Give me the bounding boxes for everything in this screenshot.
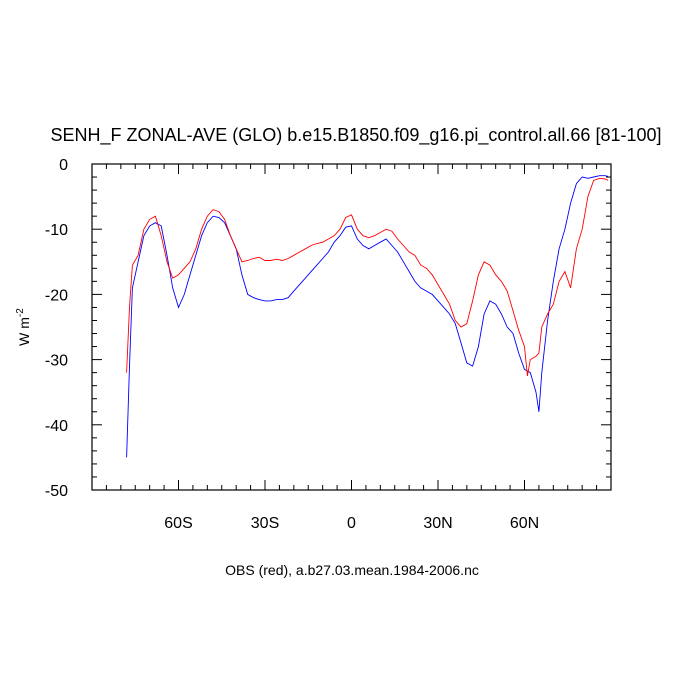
y-tick-label: -20 — [45, 287, 68, 304]
y-tick-label: -40 — [45, 418, 68, 435]
x-tick-label: 0 — [347, 515, 356, 532]
x-tick-label: 60S — [164, 515, 192, 532]
y-tick-label: -50 — [45, 483, 68, 500]
plot-frame — [91, 163, 612, 491]
y-tick-label: -30 — [45, 353, 68, 370]
y-tick-label: -10 — [45, 222, 68, 239]
x-tick-label: 30N — [423, 515, 452, 532]
y-axis-label-superscript: -2 — [15, 308, 26, 317]
series-line-1 — [126, 175, 609, 458]
axis-ticks: 60S 30S 0 30N 60N 0 -10 -20 -30 -40 -50 — [45, 157, 611, 532]
x-axis-label: OBS (red), a.b27.03.mean.1984-2006.nc — [225, 562, 479, 578]
series-line-2 — [126, 177, 609, 376]
y-axis-label: W m-2 — [15, 308, 32, 346]
y-tick-label: 0 — [59, 157, 68, 174]
plot-lines — [126, 175, 609, 458]
y-axis-label-text: W m — [16, 317, 32, 346]
x-tick-label: 60N — [510, 515, 539, 532]
x-tick-label: 30S — [251, 515, 279, 532]
chart-title: SENH_F ZONAL-AVE (GLO) b.e15.B1850.f09_g… — [51, 125, 662, 146]
